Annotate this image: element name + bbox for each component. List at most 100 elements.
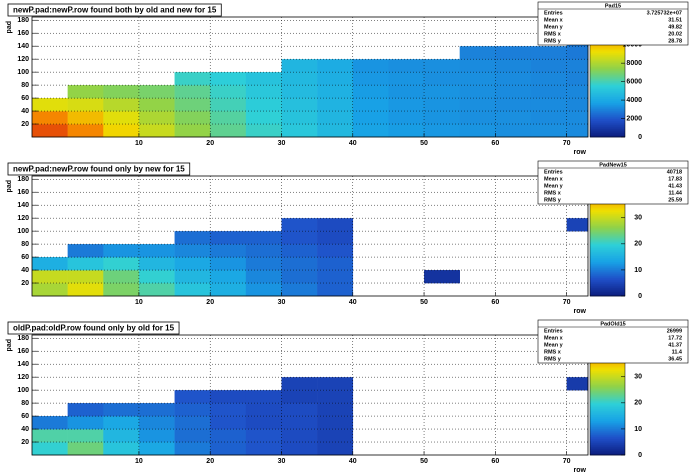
heatmap-cell	[210, 244, 247, 258]
color-bar-step	[590, 274, 625, 277]
heatmap-cell	[210, 390, 247, 404]
z-tick-label: 20	[634, 241, 642, 248]
y-tick-label: 180	[17, 17, 29, 24]
stats-label: Mean x	[544, 17, 564, 23]
stats-value: 36.45	[668, 356, 682, 362]
heatmap-cell	[530, 124, 567, 138]
x-axis-label: row	[574, 308, 587, 315]
heatmap-cell	[281, 72, 318, 86]
x-tick-label: 20	[206, 458, 214, 465]
color-bar-step	[590, 389, 625, 392]
heatmap-cell	[174, 111, 211, 125]
heatmap-cell	[174, 257, 211, 271]
heatmap-cell	[317, 218, 354, 232]
color-bar-step	[590, 286, 625, 289]
heatmap-cell	[530, 59, 567, 73]
plot-frame	[31, 16, 589, 138]
heatmap-cell	[138, 403, 175, 417]
heatmap-cell	[174, 390, 211, 404]
heatmap-cell	[174, 231, 211, 245]
color-bar-step	[590, 413, 625, 416]
heatmap-cell	[174, 98, 211, 112]
color-bar-step	[590, 403, 625, 406]
heatmap-cell	[317, 59, 354, 73]
color-bar-step	[590, 240, 625, 243]
z-tick-label: 2000	[626, 115, 642, 122]
color-bar-step	[590, 127, 625, 130]
heatmap-cell	[317, 270, 354, 284]
y-tick-label: 100	[17, 228, 29, 235]
color-bar-step	[590, 113, 625, 116]
heatmap-cell	[103, 85, 140, 99]
color-bar-step	[590, 375, 625, 378]
heatmap-cell	[459, 124, 496, 138]
heatmap-cell	[495, 46, 532, 60]
color-bar-step	[590, 242, 625, 245]
x-tick-label: 10	[135, 458, 143, 465]
z-tick-label: 6000	[626, 78, 642, 85]
y-tick-label: 160	[17, 348, 29, 355]
color-bar-step	[590, 91, 625, 94]
heatmap-cell	[32, 124, 68, 138]
color-bar-step	[590, 266, 625, 269]
heatmap-cell	[424, 270, 460, 284]
title-box	[7, 3, 222, 17]
heatmap-cell	[281, 442, 318, 456]
chart-title: newP.pad:newP.row found only by new for …	[13, 165, 185, 174]
color-bar-step	[590, 59, 625, 62]
stats-label: RMS y	[544, 356, 562, 362]
heatmap-cell	[530, 72, 567, 86]
x-tick-label: 70	[563, 140, 571, 147]
x-tick-label: 60	[491, 140, 499, 147]
color-bar-step	[590, 125, 625, 128]
color-bar-step	[590, 254, 625, 257]
y-tick-label: 120	[17, 215, 29, 222]
stats-label: Mean y	[544, 24, 564, 30]
heatmap-cell	[245, 124, 282, 138]
heatmap-cell	[210, 85, 247, 99]
heatmap-cell	[281, 85, 318, 99]
color-bar-step	[590, 57, 625, 60]
stats-label: Mean x	[544, 335, 564, 341]
x-tick-label: 50	[420, 458, 428, 465]
color-bar-step	[590, 415, 625, 418]
stats-value: 3.725732e+07	[647, 10, 682, 16]
heatmap-cell	[174, 429, 211, 443]
color-bar-step	[590, 216, 625, 219]
heatmap-cell	[174, 124, 211, 138]
heatmap-cell	[103, 270, 140, 284]
z-tick-label: 30	[634, 374, 642, 381]
heatmap-cell	[210, 403, 247, 417]
color-bar-step	[590, 115, 625, 118]
color-bar-step	[590, 443, 625, 446]
heatmap-cell	[495, 72, 532, 86]
heatmap-cell	[281, 111, 318, 125]
stats-label: Mean x	[544, 176, 564, 182]
color-bar-step	[590, 234, 625, 237]
y-tick-label: 80	[21, 400, 29, 407]
heatmap-cell	[317, 377, 354, 391]
heatmap-cell	[210, 111, 247, 125]
y-tick-label: 20	[21, 439, 29, 446]
color-bar-step	[590, 439, 625, 442]
heatmap-cell	[103, 124, 140, 138]
heatmap-cell	[67, 442, 104, 456]
color-bar-step	[590, 441, 625, 444]
heatmap-cell	[103, 283, 140, 297]
heatmap-cell	[495, 124, 532, 138]
color-bar-step	[590, 373, 625, 376]
color-bar-step	[590, 280, 625, 283]
heatmap-cell	[138, 257, 175, 271]
chart-panel: 10 20 30 40 50 60 7020406080100120140160180row…	[6, 160, 689, 315]
color-bar-step	[590, 288, 625, 291]
color-bar-step	[590, 67, 625, 70]
heatmap-cell	[281, 377, 318, 391]
y-tick-label: 180	[17, 176, 29, 183]
heatmap-cell	[67, 111, 104, 125]
heatmap-cell	[317, 244, 354, 258]
heatmap-cell	[103, 244, 140, 258]
heatmap-cell	[317, 416, 354, 430]
color-bar-step	[590, 393, 625, 396]
stats-name: PadOld15	[600, 321, 625, 327]
color-bar-step	[590, 391, 625, 394]
